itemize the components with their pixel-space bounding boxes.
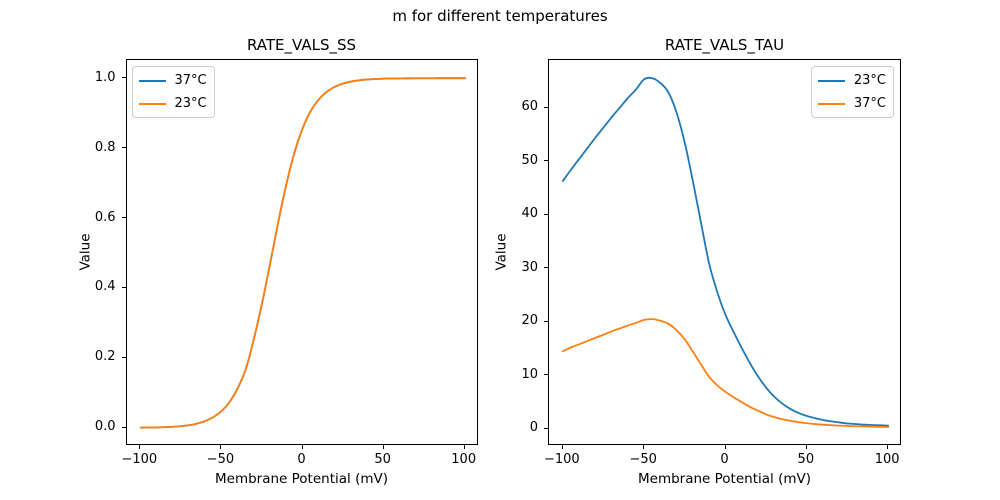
- y-tick-label-tau: 60: [521, 99, 538, 115]
- y-tick-label-ss: 1.0: [94, 69, 116, 85]
- y-tick-tau: [544, 267, 548, 269]
- axes-tau: [548, 59, 901, 445]
- legend-line-sample: [817, 102, 845, 105]
- y-tick-ss: [121, 77, 126, 79]
- y-tick-label-ss: 0.8: [94, 139, 116, 155]
- x-tick-label-ss: 0: [297, 452, 306, 467]
- plot-area-tau: [561, 76, 890, 428]
- x-tick-label-tau: −100: [543, 452, 580, 467]
- ylabel-ss: Value: [77, 233, 94, 271]
- y-tick-tau: [544, 374, 548, 376]
- curve-tau-23c: [561, 76, 890, 427]
- y-tick-label-tau: 50: [521, 152, 538, 168]
- legend-ss: 37°C 23°C: [131, 66, 215, 118]
- y-tick-label-tau: 0: [529, 420, 538, 436]
- legend-label: 23°C: [174, 95, 207, 111]
- legend-entry-tau: 37°C: [817, 95, 886, 112]
- y-tick-tau: [544, 160, 548, 162]
- x-tick-label-tau: 100: [874, 452, 900, 467]
- x-tick-label-tau: 50: [797, 452, 815, 467]
- x-tick-tau: [805, 445, 807, 449]
- y-tick-tau: [544, 106, 548, 108]
- y-tick-tau: [544, 427, 548, 429]
- y-tick-tau: [544, 320, 548, 322]
- y-tick-tau: [544, 213, 548, 215]
- axes-ss: [125, 59, 478, 445]
- curve-tau-37c: [561, 318, 890, 428]
- xlabel-ss: Membrane Potential (mV): [214, 471, 388, 487]
- xlabel-tau: Membrane Potential (mV): [637, 471, 811, 487]
- curve-ss-37c: [139, 77, 466, 429]
- x-tick-ss: [463, 445, 465, 449]
- x-tick-label-ss: −100: [121, 452, 158, 467]
- y-tick-label-tau: 20: [521, 313, 538, 329]
- x-tick-ss: [301, 445, 303, 449]
- y-tick-label-tau: 30: [521, 259, 538, 275]
- title-ss: RATE_VALS_SS: [246, 36, 357, 54]
- legend-line-sample: [817, 79, 845, 82]
- curve-ss-23c: [139, 77, 466, 429]
- x-tick-ss: [139, 445, 141, 449]
- legend-entry-ss: 37°C: [138, 72, 207, 89]
- x-tick-label-tau: −50: [629, 452, 657, 467]
- figure-suptitle: m for different temperatures: [392, 7, 608, 25]
- plot-area-ss: [139, 77, 466, 429]
- legend-entry-tau: 23°C: [817, 72, 886, 89]
- x-tick-label-ss: 100: [451, 452, 477, 467]
- y-tick-label-ss: 0.6: [94, 209, 116, 225]
- x-tick-ss: [220, 445, 222, 449]
- title-tau: RATE_VALS_TAU: [664, 36, 785, 54]
- x-tick-tau: [724, 445, 726, 449]
- x-tick-label-tau: 0: [720, 452, 729, 467]
- legend-line-sample: [138, 102, 166, 105]
- y-tick-ss: [121, 217, 126, 219]
- y-tick-label-tau: 40: [521, 206, 538, 222]
- x-tick-tau: [643, 445, 645, 449]
- legend-line-sample: [138, 79, 166, 82]
- legend-tau: 23°C 37°C: [810, 66, 894, 118]
- x-tick-tau: [561, 445, 563, 449]
- y-tick-ss: [121, 356, 126, 358]
- x-tick-ss: [382, 445, 384, 449]
- legend-label: 37°C: [174, 72, 207, 88]
- y-tick-ss: [121, 286, 126, 288]
- legend-label: 23°C: [853, 72, 886, 88]
- x-tick-label-ss: 50: [374, 452, 391, 467]
- legend-label: 37°C: [853, 95, 886, 111]
- x-tick-tau: [887, 445, 889, 449]
- legend-entry-ss: 23°C: [138, 95, 207, 112]
- y-tick-label-tau: 10: [521, 366, 538, 382]
- y-tick-label-ss: 0.4: [94, 279, 116, 295]
- x-tick-label-ss: −50: [206, 452, 235, 467]
- y-tick-label-ss: 0.0: [94, 419, 116, 435]
- y-tick-ss: [121, 426, 126, 428]
- y-tick-ss: [121, 147, 126, 149]
- y-tick-label-ss: 0.2: [94, 349, 116, 365]
